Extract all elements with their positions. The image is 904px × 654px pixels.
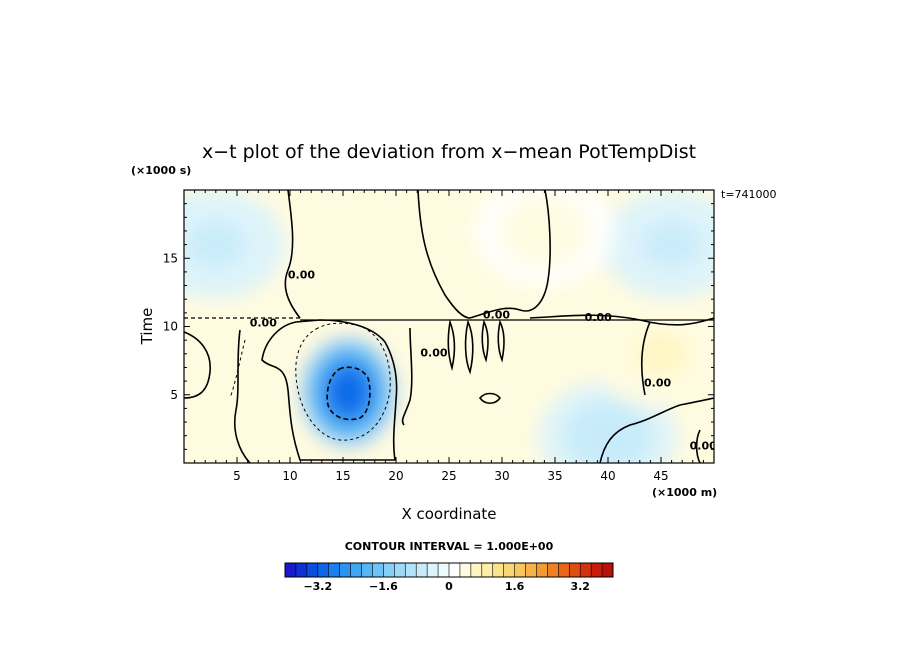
zero-contour-strip-1 [447, 318, 456, 372]
colorbar-swatch [427, 563, 439, 577]
zero-contour-left-bottom [234, 329, 251, 463]
zero-contour-strip-2 [464, 319, 474, 375]
field-feature-core [187, 222, 244, 267]
colorbar-swatch [591, 563, 603, 577]
colorbar-tick-label: 1.6 [505, 580, 525, 593]
field-feature-core [399, 215, 456, 260]
x-tick-label: 5 [233, 469, 241, 483]
y-tick-label: 5 [170, 388, 178, 402]
colorbar: −3.2 −1.6 0 1.6 3.2 [284, 562, 614, 593]
zero-contour-right-lower [695, 429, 701, 463]
contour-label: 0.00 [644, 377, 671, 390]
contour-label: 0.00 [250, 317, 277, 330]
x-tick-label: 20 [388, 469, 403, 483]
zero-contour-left-edge [184, 331, 211, 399]
x-unit-label: (×1000 m) [652, 486, 717, 499]
contour-label: 0.00 [420, 347, 447, 360]
y-unit-label: (×1000 s) [131, 164, 191, 177]
colorbar-swatch [306, 563, 319, 577]
x-tick-label: 15 [335, 469, 350, 483]
colorbar-tick-label: −1.6 [369, 580, 398, 593]
x-tick-label: 45 [653, 469, 668, 483]
colorbar-swatch [492, 563, 504, 577]
colorbar-swatch [350, 563, 362, 577]
colorbar-swatch [558, 563, 570, 577]
colorbar-frame [284, 562, 614, 578]
colorbar-swatch [569, 563, 581, 577]
colorbar-swatch [405, 563, 417, 577]
cold-contour-outer [295, 322, 391, 441]
y-tick-label: 10 [163, 320, 178, 334]
colorbar-swatch [602, 563, 614, 577]
axis-ticks: 5 10 15 20 25 30 35 40 45 5 10 15 [163, 190, 714, 483]
colorbar-tick-label: −3.2 [303, 580, 332, 593]
x-tick-label: 40 [600, 469, 615, 483]
colorbar-swatch [285, 563, 297, 577]
zero-contour-top-center [417, 190, 551, 319]
field-area: 0.00 0.00 0.00 0.00 0.00 0.00 0.00 [184, 190, 717, 463]
colorbar-swatch [580, 563, 592, 577]
x-tick-label: 30 [494, 469, 509, 483]
y-tick-label: 15 [163, 251, 178, 265]
colorbar-swatch [328, 563, 340, 577]
zero-contour-lower-right [599, 397, 714, 463]
y-axis-label: Time [138, 308, 156, 346]
contour-label-layer: 0.00 0.00 0.00 0.00 0.00 0.00 0.00 [250, 269, 717, 453]
chart-title: x−t plot of the deviation from x−mean Po… [202, 141, 696, 163]
contour-label: 0.00 [585, 311, 612, 324]
field-feature-core [633, 331, 689, 376]
contour-label: 0.00 [288, 269, 315, 282]
colorbar-swatch [459, 563, 472, 577]
x-tick-label: 10 [282, 469, 297, 483]
colorbar-swatch [470, 563, 483, 577]
contour-interval-label: CONTOUR INTERVAL = 1.000E+00 [345, 540, 554, 553]
colorbar-swatch [449, 563, 461, 577]
colorbar-swatch [295, 563, 308, 577]
colorbar-swatch [361, 563, 373, 577]
cold-contour-inner [326, 366, 371, 421]
negative-contour-left [229, 339, 246, 399]
colorbar-swatch [547, 563, 559, 577]
field-feature-core [328, 368, 369, 417]
time-label: t=741000 [721, 188, 777, 201]
field-feature-core [516, 208, 573, 253]
colorbar-swatch [317, 563, 330, 577]
colorbar-swatch [339, 563, 351, 577]
contour-label: 0.00 [483, 308, 510, 321]
zero-contour-strip-3 [481, 319, 489, 363]
colorbar-swatch [416, 563, 428, 577]
zero-contour-far-right [640, 321, 651, 396]
contour-lines [184, 190, 714, 463]
colorbar-tick-label: 0 [445, 580, 453, 593]
zero-contour-center-strip [401, 327, 413, 426]
field-shading [184, 190, 714, 463]
colorbar-swatch [503, 563, 515, 577]
colorbar-tick-label: 3.2 [570, 580, 590, 593]
colorbar-swatch [481, 563, 494, 577]
field-feature-core [643, 222, 700, 267]
zero-contour-cold-region [261, 319, 398, 461]
colorbar-swatch [383, 563, 395, 577]
colorbar-swatch [525, 563, 537, 577]
zero-contour-left-upper [284, 190, 301, 319]
colorbar-swatch [536, 563, 548, 577]
colorbar-swatch [394, 563, 406, 577]
x-tick-label: 35 [547, 469, 562, 483]
colorbar-swatch [514, 563, 526, 577]
x-tick-label: 25 [441, 469, 456, 483]
colorbar-swatch [438, 563, 450, 577]
x-axis-label: X coordinate [401, 505, 496, 523]
contour-label: 0.00 [690, 439, 717, 452]
zero-contour-lower-loop [478, 392, 502, 405]
zero-contour-strip-4 [497, 319, 505, 363]
field-feature-core [580, 413, 636, 458]
colorbar-swatch [372, 563, 384, 577]
